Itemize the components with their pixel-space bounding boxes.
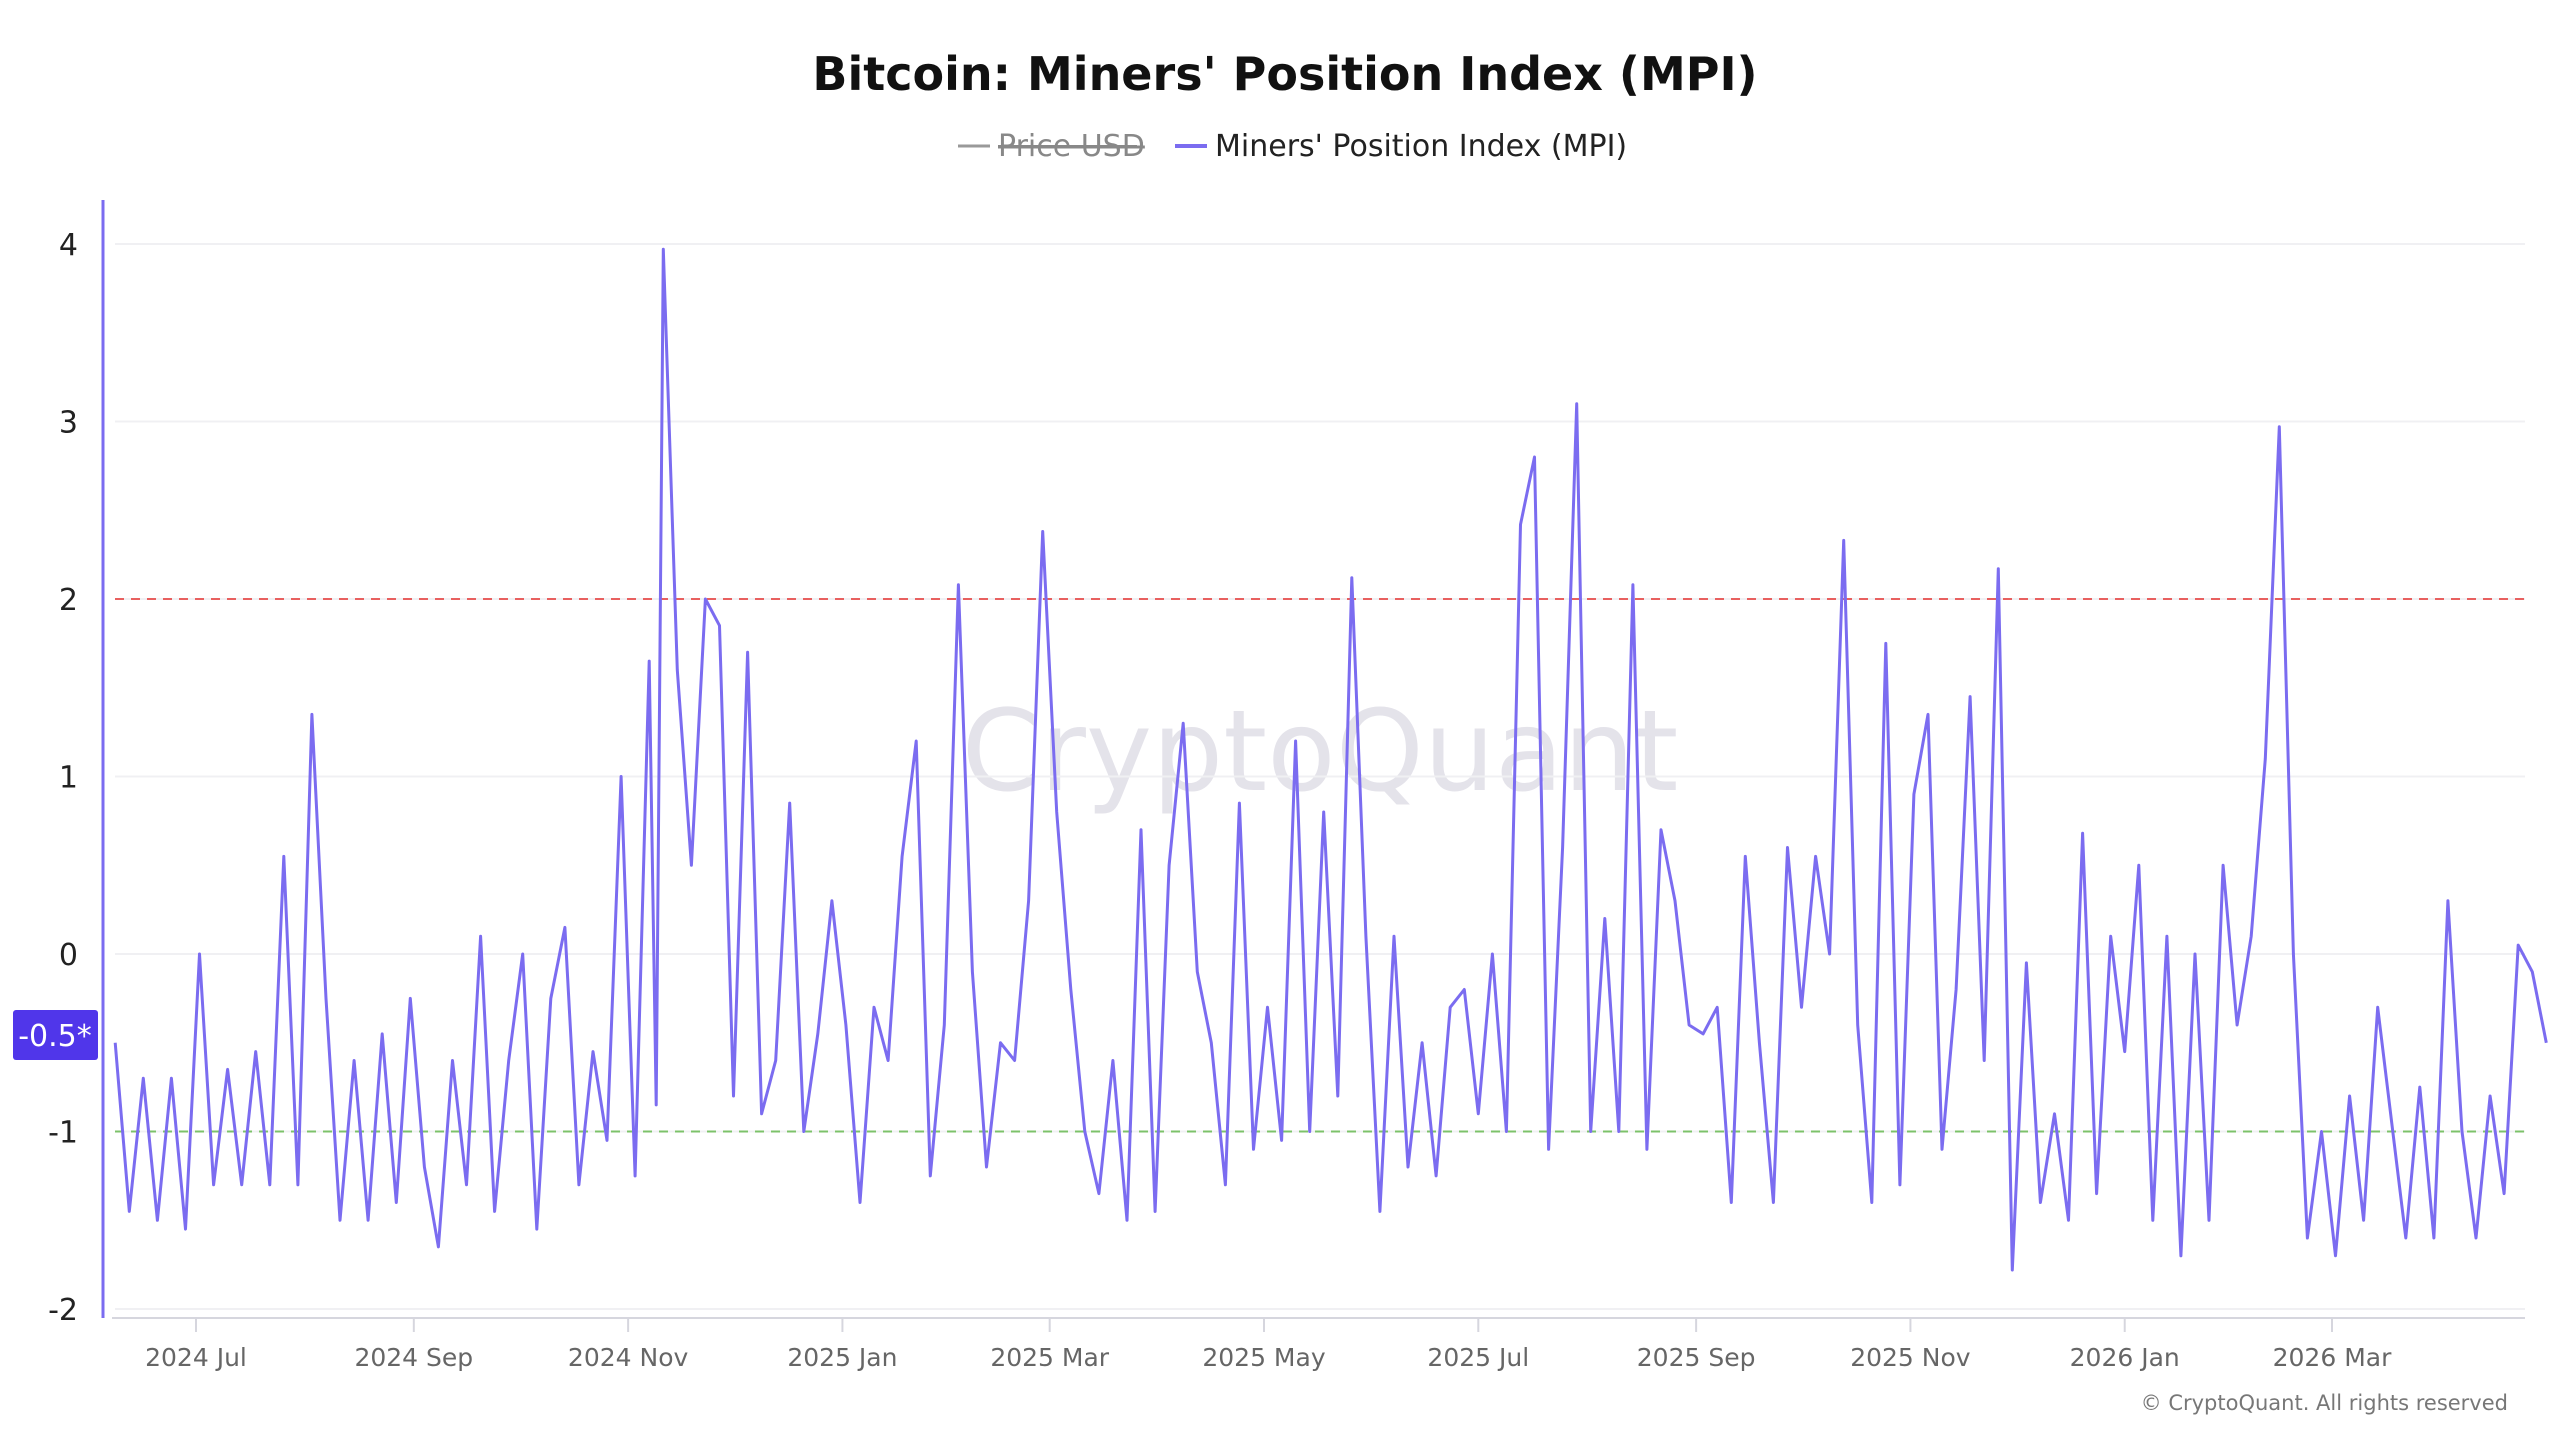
y-tick-label: -1 <box>48 1116 78 1151</box>
y-tick-label: 3 <box>59 406 78 441</box>
x-tick-label: 2026 Jan <box>2070 1343 2180 1372</box>
y-tick-label: 2 <box>59 583 78 618</box>
legend: Price USD Miners' Position Index (MPI) <box>958 129 1627 164</box>
y-tick-label: 1 <box>59 761 78 796</box>
grid <box>115 243 2525 1310</box>
x-tick-label: 2024 Jul <box>145 1343 247 1372</box>
watermark: CryptoQuant <box>962 687 1679 817</box>
y-tick-label: 4 <box>59 228 78 263</box>
legend-item-price-usd[interactable]: Price USD <box>958 129 1145 164</box>
x-tick-label: 2024 Nov <box>568 1343 689 1372</box>
x-tick-label: 2026 Mar <box>2273 1343 2392 1372</box>
x-tick-label: 2025 Mar <box>990 1343 1109 1372</box>
copyright: © CryptoQuant. All rights reserved <box>2141 1391 2508 1415</box>
x-axis-ticks: 2024 Jul 2024 Sep 2024 Nov 2025 Jan 2025 Mar… <box>145 1318 2392 1372</box>
x-tick-label: 2025 Jul <box>1427 1343 1529 1372</box>
series-line-mpi <box>113 247 2548 1272</box>
legend-item-mpi[interactable]: Miners' Position Index (MPI) <box>1175 129 1627 164</box>
threshold-lines <box>115 598 2525 1133</box>
x-tick-label: 2025 Jan <box>787 1343 897 1372</box>
y-tick-label: 0 <box>59 938 78 973</box>
chart-title: Bitcoin: Miners' Position Index (MPI) <box>812 47 1757 101</box>
legend-label-mpi: Miners' Position Index (MPI) <box>1215 129 1627 164</box>
current-value-badge-bg <box>13 1010 98 1060</box>
x-tick-label: 2025 Nov <box>1850 1343 1971 1372</box>
x-tick-label: 2025 Sep <box>1637 1343 1756 1372</box>
current-value-badge: -0.5* <box>13 1010 98 1060</box>
y-tick-label: -2 <box>48 1293 78 1328</box>
current-value-label: -0.5* <box>18 1019 92 1054</box>
x-tick-label: 2025 May <box>1202 1343 1325 1372</box>
y-axis-ticks: 4 3 2 1 0 -1 -2 <box>48 228 78 1328</box>
x-tick-label: 2024 Sep <box>354 1343 473 1372</box>
